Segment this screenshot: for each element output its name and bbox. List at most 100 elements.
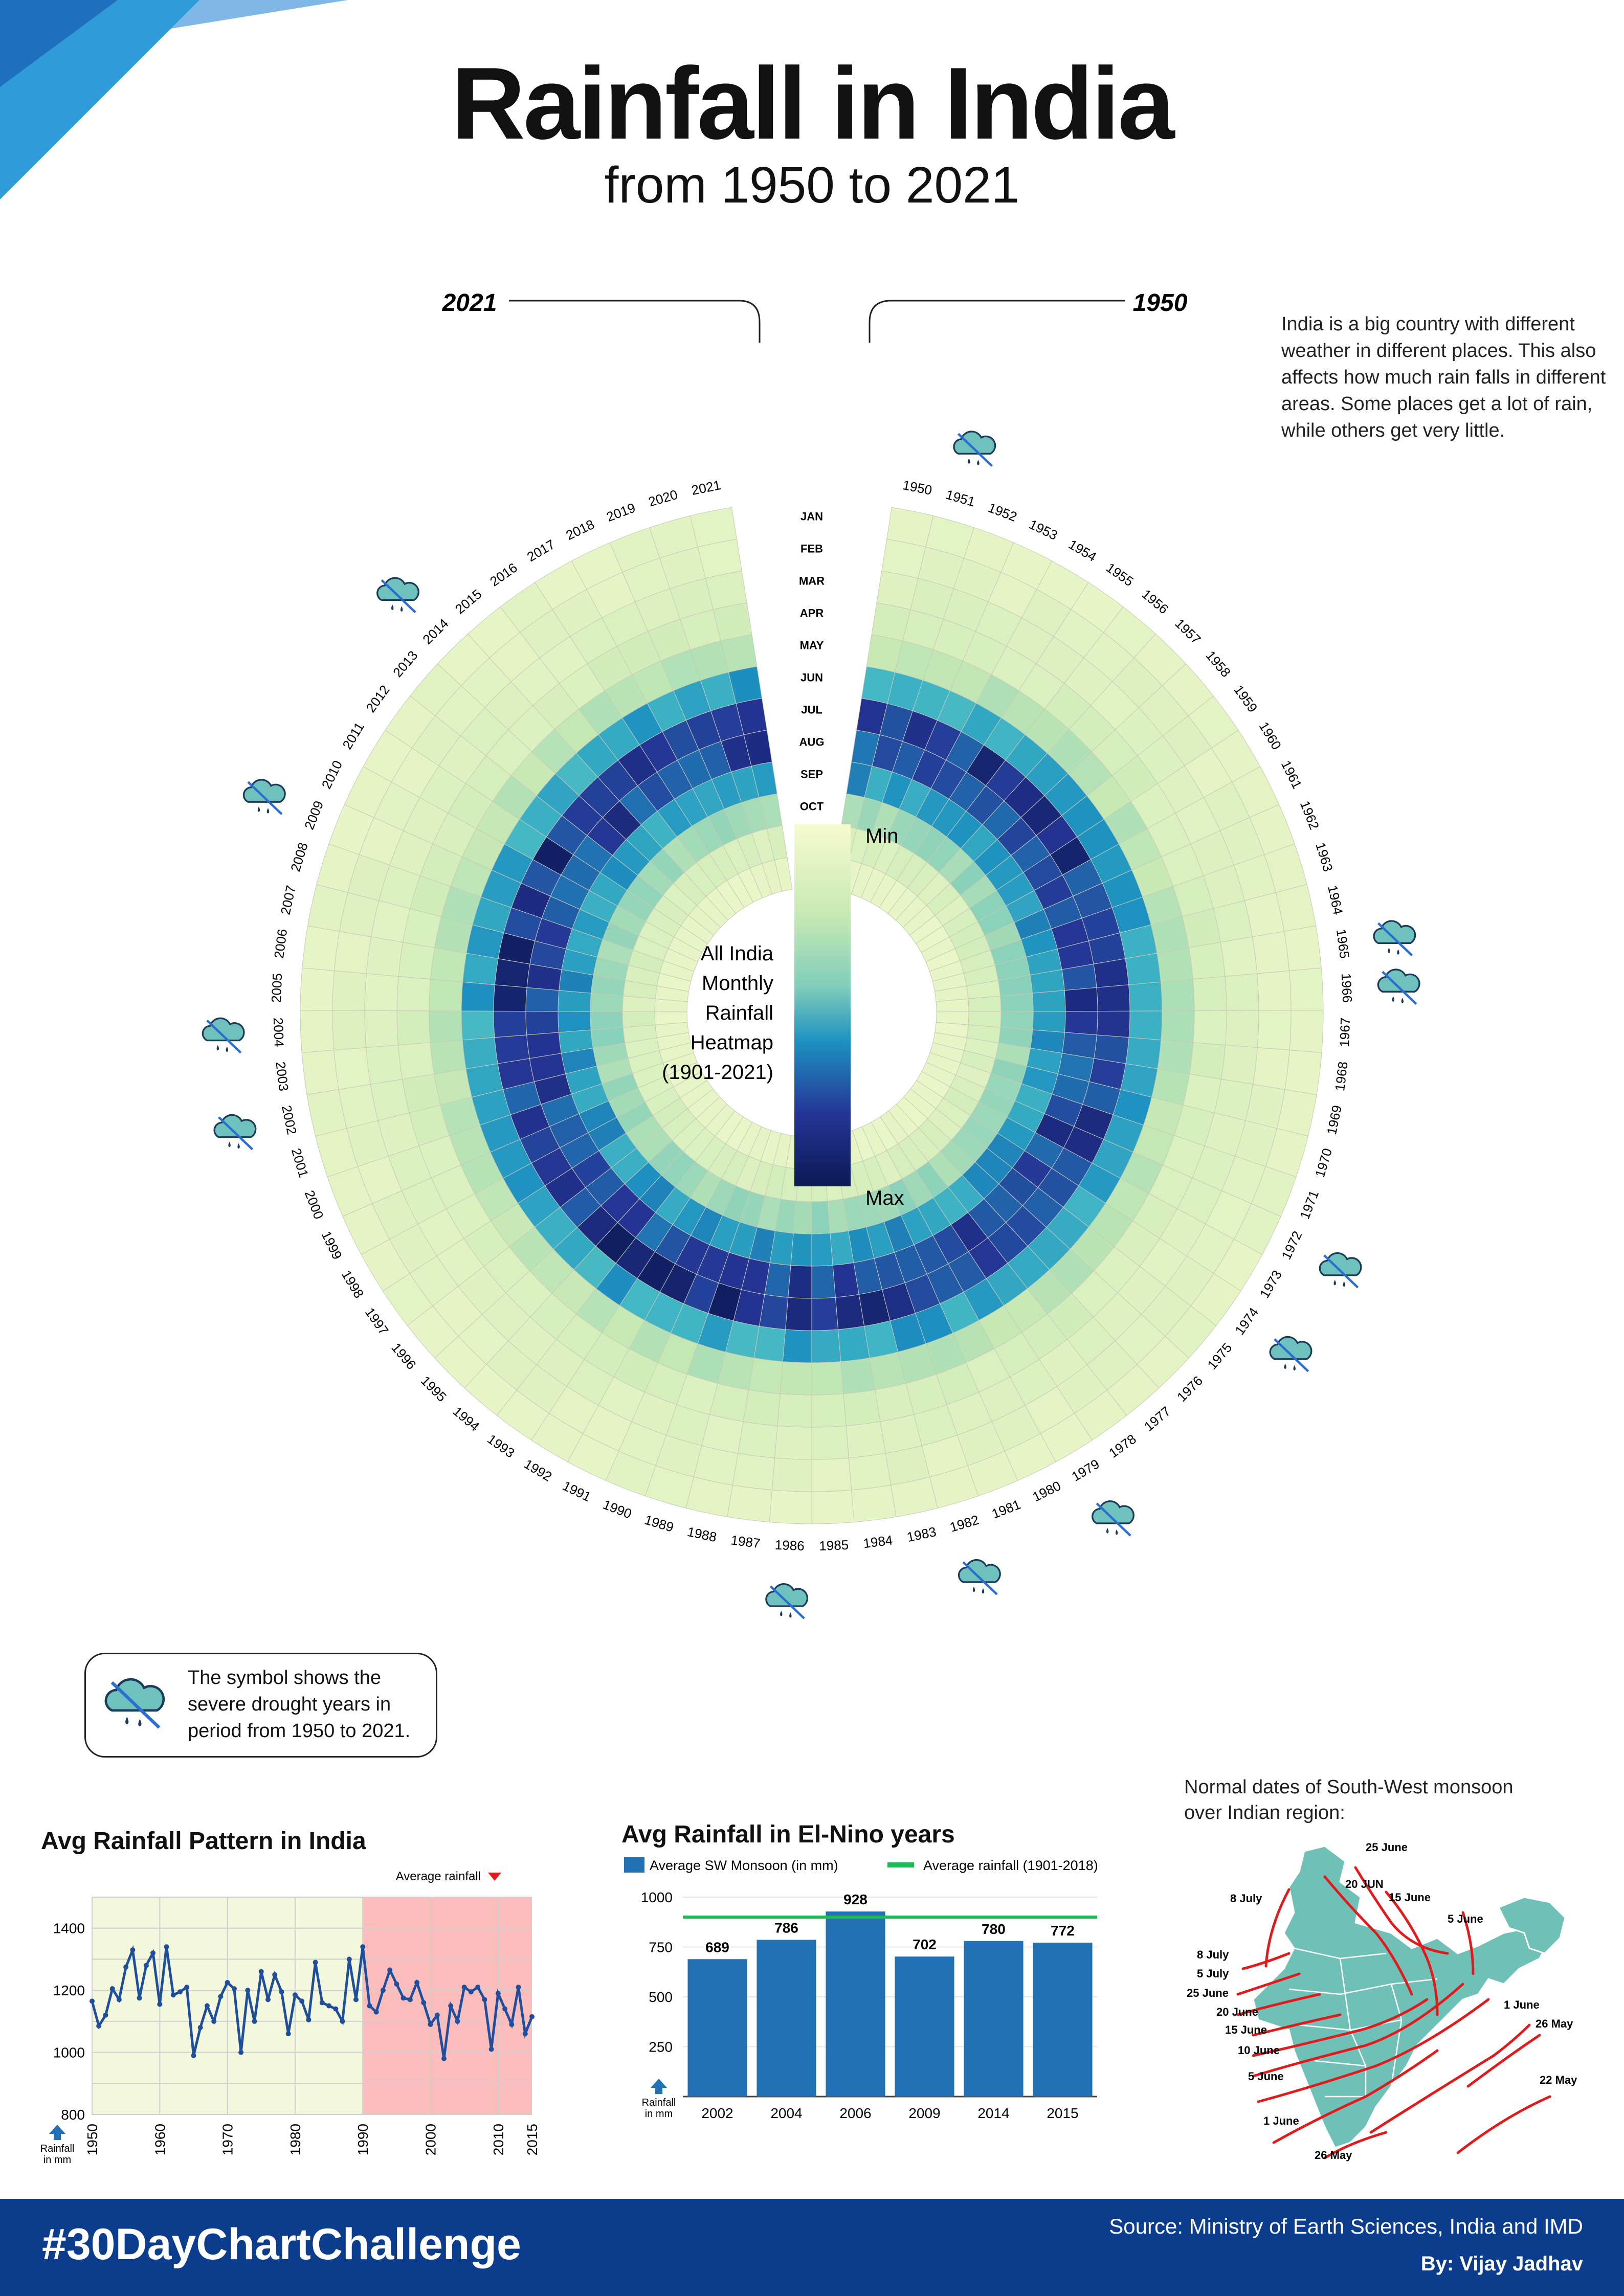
heatmap-cell: [811, 1297, 839, 1331]
year-label: 1981: [990, 1497, 1023, 1522]
drought-cloud-icon: [958, 1559, 1001, 1595]
x-tick-label: 2006: [839, 2105, 871, 2121]
year-label: 2015: [452, 586, 485, 617]
line-point: [475, 1985, 481, 1990]
x-tick-label: 2014: [977, 2105, 1009, 2121]
heatmap-cell: [835, 1294, 865, 1330]
intro-text: India is a big country with different we…: [1281, 313, 1606, 441]
heatmap-cell: [811, 1393, 847, 1428]
line-point: [353, 1997, 359, 2002]
heatmap-cell: [462, 1037, 498, 1069]
line-points: [90, 1944, 535, 2061]
line-point: [367, 2003, 372, 2009]
year-label: 1990: [601, 1497, 634, 1522]
drought-cloud-icon: [213, 1114, 257, 1151]
heatmap-cell: [1289, 1010, 1324, 1053]
y-tick-label: 1000: [53, 2045, 85, 2061]
note-arrow-icon: [488, 1873, 501, 1881]
bar: [826, 1911, 885, 2097]
heatmap-cell: [1220, 1045, 1258, 1085]
heatmap-cell: [782, 1329, 812, 1363]
year-label: 1966: [1339, 973, 1355, 1003]
year-label: 1954: [1066, 536, 1099, 565]
heatmap-cell: [1188, 942, 1226, 980]
year-label: 2014: [419, 616, 451, 647]
line-point: [90, 1998, 95, 2004]
x-tick-label: 2000: [423, 2124, 439, 2155]
monsoon-date-label: 20 JUN: [1345, 1878, 1384, 1890]
heatmap-cell: [302, 926, 340, 971]
year-label: 2001: [288, 1146, 312, 1179]
line-point: [306, 2017, 312, 2022]
bar-value-label: 928: [843, 1892, 867, 1907]
year-label: 1988: [686, 1524, 718, 1545]
year-label: 2013: [390, 647, 420, 680]
heatmap-cell: [846, 1421, 886, 1458]
heatmap-cell: [840, 1358, 876, 1394]
year-label: 1992: [521, 1456, 554, 1484]
legend-label-bar: Average SW Monsoon (in mm): [650, 1858, 838, 1873]
year-label: 1977: [1141, 1403, 1174, 1434]
x-tick-label: 1970: [220, 2124, 236, 2155]
y-tick-label: 800: [61, 2107, 85, 2123]
heatmap-cell: [622, 1011, 656, 1028]
heatmap-cell: [332, 970, 367, 1011]
heatmap-cell: [590, 1011, 624, 1030]
month-label: APR: [800, 606, 824, 619]
marker-line-end: [509, 300, 761, 343]
heatmap-cell: [727, 1484, 772, 1523]
x-tick-label: 2009: [908, 2105, 940, 2121]
year-label: 1982: [948, 1512, 981, 1535]
heatmap-cell: [811, 1201, 831, 1234]
y-tick-label: 750: [649, 1940, 673, 1955]
monsoon-date-label: 5 June: [1248, 2070, 1284, 2083]
line-point: [488, 2046, 494, 2052]
page-subtitle: from 1950 to 2021: [604, 156, 1020, 214]
bar: [687, 1959, 747, 2097]
month-label: MAY: [800, 639, 824, 651]
bar-series: 689 2002 786 2004 928 2006 702 2009 780 2014 772 20…: [687, 1892, 1093, 2121]
year-label: 1994: [450, 1403, 483, 1434]
line-point: [468, 1989, 474, 1995]
line-point: [434, 2012, 440, 2018]
month-label: JUN: [800, 671, 823, 684]
line-point: [448, 2003, 454, 2009]
line-point: [516, 1985, 521, 1990]
line-point: [164, 1944, 169, 1950]
heatmap-cell: [1128, 1010, 1163, 1041]
unit-arrow-icon-2: [651, 2079, 667, 2094]
line-point: [170, 1992, 176, 1998]
year-label: 1980: [1030, 1478, 1063, 1504]
year-label: 2017: [524, 536, 558, 565]
year-label: 2004: [271, 1017, 287, 1047]
monsoon-date-label: 25 June: [1187, 1987, 1229, 1999]
heatmap-cell: [777, 1393, 812, 1428]
year-label: 1978: [1106, 1431, 1139, 1461]
bar-chart-axes: 250 500 750 1000: [641, 1889, 1097, 2098]
line-chart: 800 1000 1200 1400 1950 1960 1970 1980 1990 2000 2…: [40, 1870, 540, 2166]
line-point: [252, 2018, 257, 2024]
month-label: JAN: [800, 510, 823, 523]
heatmap-cell: [1257, 970, 1292, 1011]
bar-value-label: 702: [913, 1937, 937, 1952]
heatmap-cell: [430, 1040, 466, 1074]
line-point: [482, 1997, 487, 2002]
monsoon-date-label: 8 July: [1197, 1948, 1229, 1961]
line-point: [211, 2018, 217, 2024]
heatmap-cell: [788, 1265, 812, 1299]
line-chart-note: Average rainfall: [396, 1870, 481, 1883]
drought-cloud-icon: [1373, 920, 1416, 957]
heatmap-cell: [780, 1361, 812, 1395]
year-label: 2005: [269, 973, 285, 1003]
year-label: 1961: [1278, 758, 1305, 791]
footer-hashtag: #30DayChartChallenge: [42, 2220, 521, 2269]
map-caption: Normal dates of South-West monsoon over …: [1184, 1776, 1514, 1824]
heatmap-cell: [430, 947, 467, 982]
x-tick-label: 1960: [152, 2124, 168, 2155]
heatmap-cell: [1220, 936, 1258, 977]
x-tick-label: 2015: [524, 2124, 540, 2155]
line-point: [116, 1997, 122, 2002]
heatmap-cell: [364, 973, 399, 1011]
line-point: [245, 1988, 251, 1993]
line-point: [272, 1972, 278, 1977]
